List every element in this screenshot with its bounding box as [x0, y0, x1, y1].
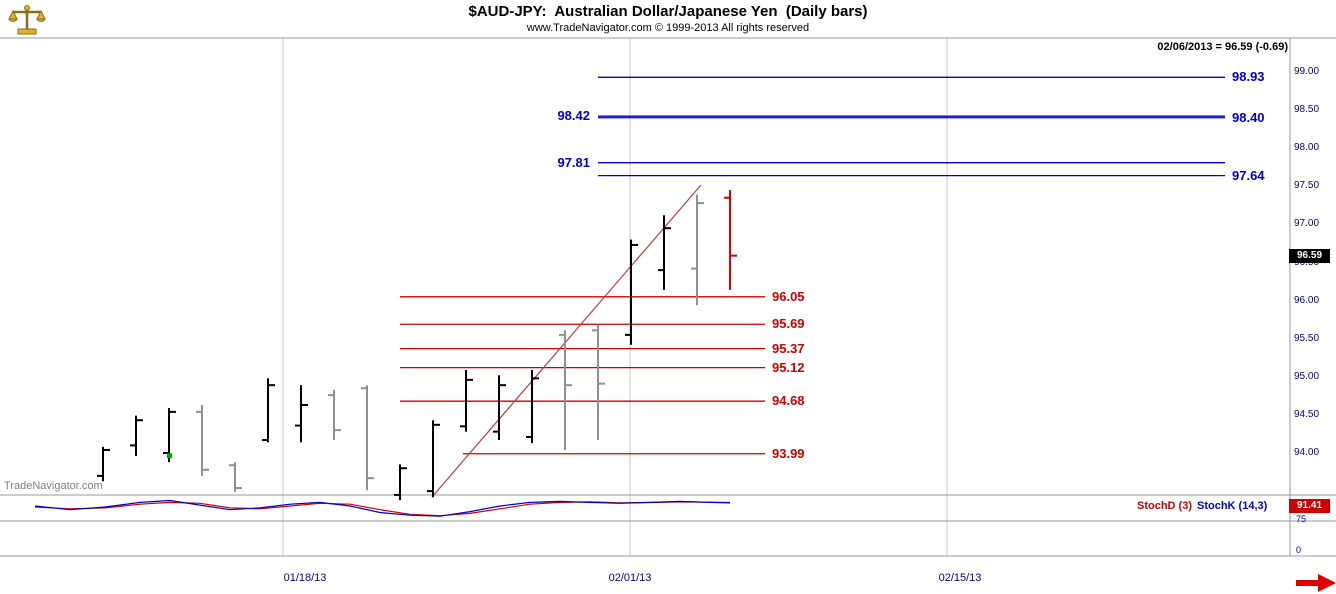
chart-subtitle: www.TradeNavigator.com © 1999-2013 All r… — [526, 22, 810, 34]
support-level-label: 95.69 — [772, 316, 805, 332]
stochd-line[interactable] — [34, 501, 731, 517]
price-axis-tick: 96.00 — [1294, 294, 1320, 306]
support-level-label: 94.68 — [772, 393, 805, 409]
resistance-level-label: 98.42 — [557, 108, 590, 124]
resistance-level-label: 98.40 — [1232, 109, 1265, 125]
lower-panel-axis-tick: 0 — [1296, 545, 1302, 555]
resistance-level-label: 97.64 — [1232, 167, 1265, 183]
price-axis-tick: 99.00 — [1294, 66, 1320, 77]
price-axis-tick: 95.50 — [1294, 332, 1320, 344]
price-axis-tick: 97.50 — [1294, 180, 1320, 192]
support-level-label: 95.12 — [772, 359, 805, 375]
support-level-label: 96.05 — [772, 288, 805, 304]
scroll-right-arrow-icon[interactable] — [1296, 572, 1336, 594]
price-axis-tick: 94.50 — [1294, 408, 1320, 420]
date-axis-tick-1: 01/18/13 — [283, 572, 327, 584]
last-price-badge: 96.59 — [1289, 249, 1330, 263]
green-marker — [167, 453, 172, 459]
app-logo-icon[interactable] — [8, 4, 46, 36]
support-level-label: 93.99 — [772, 445, 805, 461]
price-axis-tick: 98.50 — [1294, 104, 1320, 116]
stochk-legend-label[interactable]: StochK (14,3) — [1197, 500, 1268, 512]
price-axis-tick: 97.00 — [1294, 218, 1320, 230]
stochk-line[interactable] — [34, 499, 731, 517]
support-level-label: 95.37 — [772, 340, 805, 356]
stoch-axis-tick: 75 — [1296, 514, 1307, 524]
resistance-level-label: 97.81 — [557, 154, 590, 170]
date-axis-tick-2: 02/01/13 — [608, 572, 652, 584]
date-axis-tick-3: 02/15/13 — [938, 572, 982, 584]
price-axis-tick: 98.00 — [1294, 142, 1320, 154]
stoch-value-badge: 91.41 — [1289, 499, 1330, 513]
chart-title: $AUD-JPY: Australian Dollar/Japanese Yen… — [468, 3, 868, 20]
trendline[interactable] — [431, 184, 702, 498]
quote-readout: 02/06/2013 = 96.59 (-0.69) — [1157, 41, 1288, 53]
price-axis-tick: 95.00 — [1294, 370, 1320, 382]
resistance-level-label: 98.93 — [1232, 69, 1265, 85]
stochd-legend-label[interactable]: StochD (3) — [1137, 500, 1192, 512]
price-axis-tick: 94.00 — [1294, 447, 1320, 458]
watermark: TradeNavigator.com — [4, 480, 103, 492]
